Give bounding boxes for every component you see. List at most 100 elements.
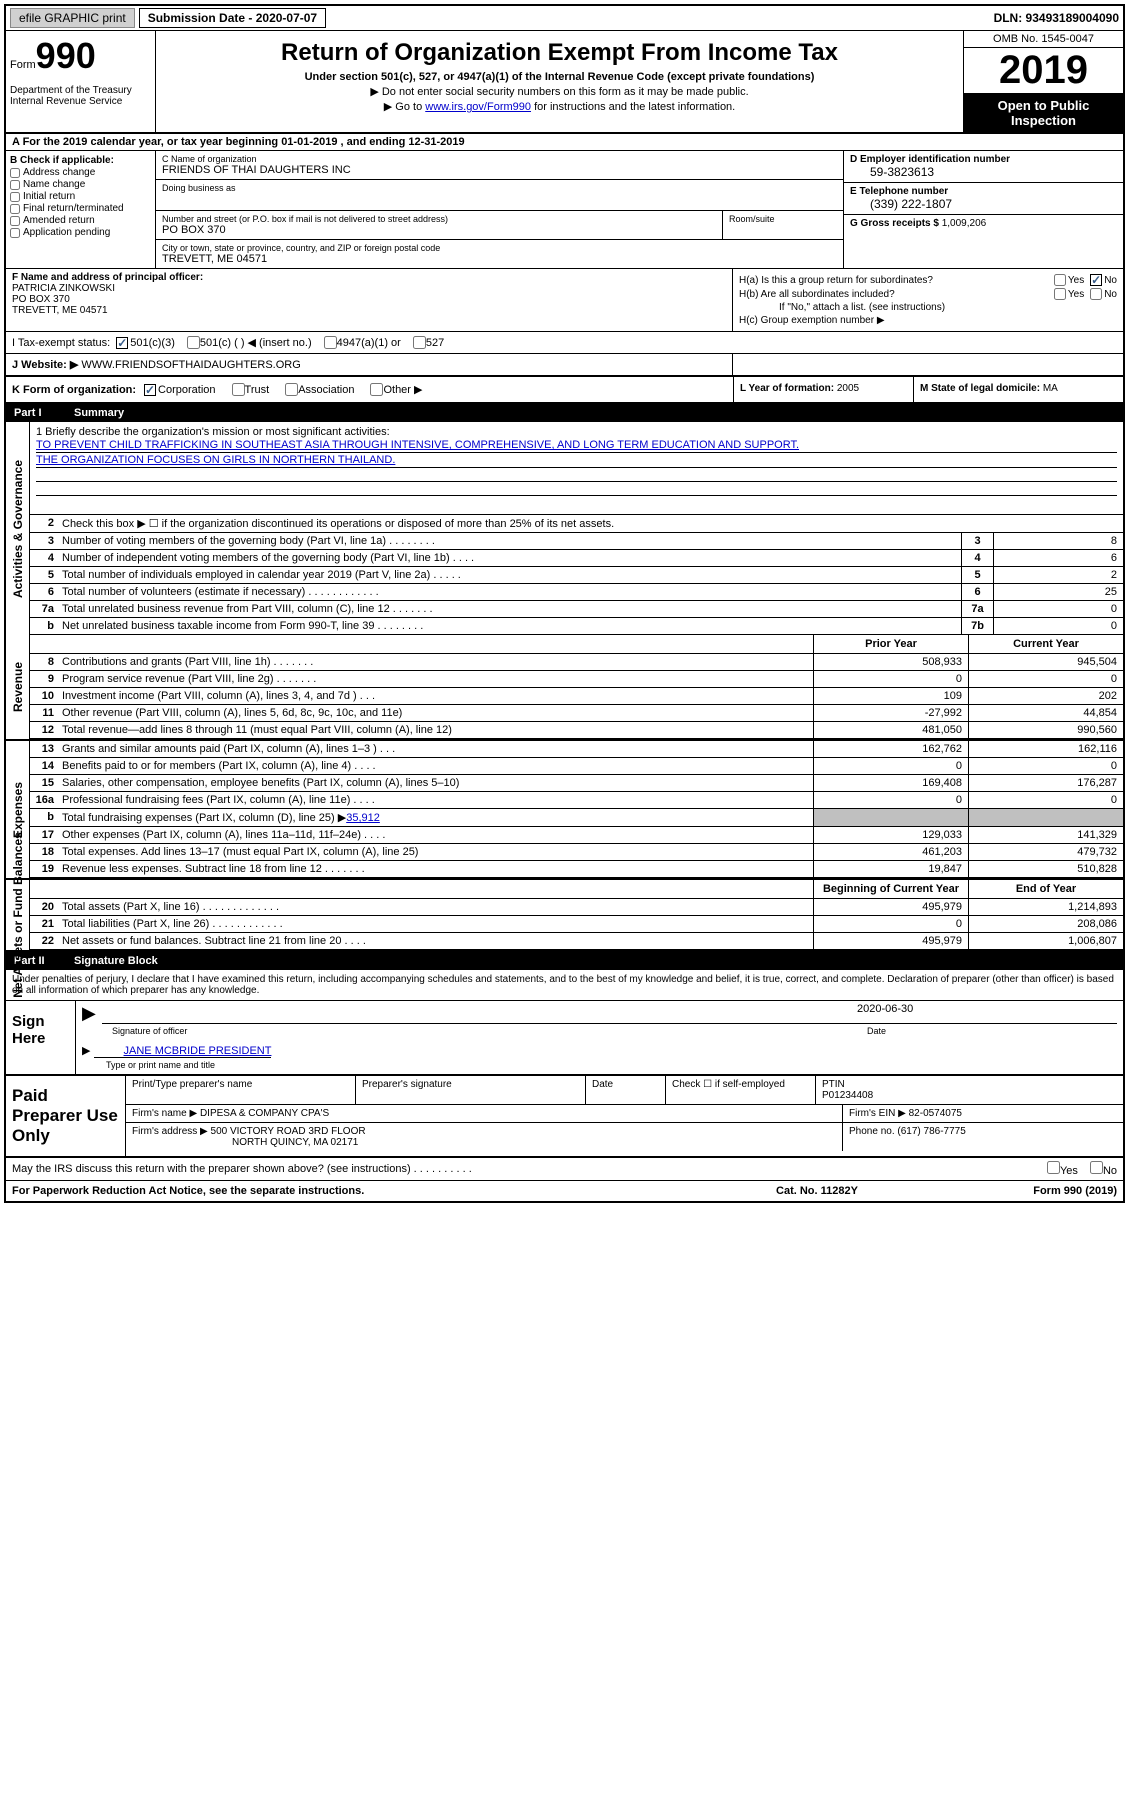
gov-row-7a: 7aTotal unrelated business revenue from …: [30, 601, 1123, 618]
net-assets-section: Net Assets or Fund Balances Beginning of…: [6, 880, 1123, 952]
paid-preparer-block: Paid Preparer Use Only Print/Type prepar…: [6, 1076, 1123, 1158]
part2-header: Part II Signature Block: [6, 952, 1123, 970]
form-header: Form990 Department of the Treasury Inter…: [6, 31, 1123, 134]
ha-line: H(a) Is this a group return for subordin…: [739, 274, 1117, 286]
end-year-header: End of Year: [968, 880, 1123, 898]
fin-row-13: 13Grants and similar amounts paid (Part …: [30, 741, 1123, 758]
hb-note: If "No," attach a list. (see instruction…: [739, 302, 1117, 313]
page-footer: For Paperwork Reduction Act Notice, see …: [6, 1181, 1123, 1201]
side-label-governance: Activities & Governance: [6, 422, 30, 635]
prep-self-employed[interactable]: Check ☐ if self-employed: [666, 1076, 816, 1104]
gov-row-5: 5Total number of individuals employed in…: [30, 567, 1123, 584]
chk-name-change[interactable]: Name change: [10, 179, 151, 190]
expenses-section: Expenses 13Grants and similar amounts pa…: [6, 741, 1123, 880]
mission-blank-1: [36, 468, 1117, 482]
officer-addr2: TREVETT, ME 04571: [12, 305, 726, 316]
hb-no[interactable]: No: [1090, 288, 1117, 300]
chk-trust[interactable]: Trust: [232, 383, 270, 396]
discuss-yes[interactable]: Yes: [1047, 1161, 1078, 1177]
hb-line: H(b) Are all subordinates included? Yes …: [739, 288, 1117, 300]
ha-yes[interactable]: Yes: [1054, 274, 1084, 286]
header-title-block: Return of Organization Exempt From Incom…: [156, 31, 963, 132]
prep-date-label: Date: [586, 1076, 666, 1104]
firm-ein-value: 82-0574075: [909, 1108, 962, 1119]
footer-cat-no: Cat. No. 11282Y: [717, 1185, 917, 1197]
firm-phone-value: (617) 786-7775: [897, 1126, 965, 1137]
sig-sub-label: Signature of officer: [82, 1026, 837, 1036]
chk-application-pending[interactable]: Application pending: [10, 227, 151, 238]
footer-form: Form 990 (2019): [917, 1185, 1117, 1197]
chk-amended-return[interactable]: Amended return: [10, 215, 151, 226]
header-right: OMB No. 1545-0047 2019 Open to Public In…: [963, 31, 1123, 132]
chk-address-change[interactable]: Address change: [10, 167, 151, 178]
mission-block: 1 Briefly describe the organization's mi…: [30, 422, 1123, 515]
irs-link[interactable]: www.irs.gov/Form990: [425, 101, 531, 113]
prep-row-3: Firm's address ▶ 500 VICTORY ROAD 3RD FL…: [126, 1123, 1123, 1151]
officer-name: PATRICIA ZINKOWSKI: [12, 283, 726, 294]
form-990-container: efile GRAPHIC print Submission Date - 20…: [4, 4, 1125, 1203]
state-domicile: M State of legal domicile: MA: [913, 377, 1123, 402]
chk-initial-return[interactable]: Initial return: [10, 191, 151, 202]
section-fh: F Name and address of principal officer:…: [6, 269, 1123, 332]
dln-number: DLN: 93493189004090: [994, 11, 1119, 25]
gross-receipts-cell: G Gross receipts $ 1,009,206: [844, 215, 1123, 232]
submission-date: Submission Date - 2020-07-07: [139, 8, 326, 28]
row-j-website: J Website: ▶ WWW.FRIENDSOFTHAIDAUGHTERS.…: [6, 354, 1123, 377]
prep-row-2: Firm's name ▶ DIPESA & COMPANY CPA'S Fir…: [126, 1105, 1123, 1123]
chk-501c[interactable]: 501(c) ( ) ◀ (insert no.): [187, 336, 312, 349]
chk-association[interactable]: Association: [285, 383, 354, 396]
fin-header: Prior Year Current Year: [30, 635, 1123, 654]
gross-receipts-value: 1,009,206: [942, 218, 987, 229]
ein-value: 59-3823613: [850, 165, 1117, 179]
column-c-org-info: C Name of organization FRIENDS OF THAI D…: [156, 151, 843, 268]
chk-527[interactable]: 527: [413, 336, 444, 349]
officer-name-line: ▶ JANE MCBRIDE PRESIDENT: [76, 1042, 1123, 1060]
fin-row-19: 19Revenue less expenses. Subtract line 1…: [30, 861, 1123, 878]
firm-name-cell: Firm's name ▶ DIPESA & COMPANY CPA'S: [126, 1105, 843, 1122]
officer-addr1: PO BOX 370: [12, 294, 726, 305]
dba-cell: Doing business as: [156, 180, 843, 211]
paid-preparer-label: Paid Preparer Use Only: [6, 1076, 126, 1156]
prep-row-1: Print/Type preparer's name Preparer's si…: [126, 1076, 1123, 1105]
fin-row-9: 9Program service revenue (Part VIII, lin…: [30, 671, 1123, 688]
chk-4947[interactable]: 4947(a)(1) or: [324, 336, 401, 349]
chk-final-return[interactable]: Final return/terminated: [10, 203, 151, 214]
fin-row-11: 11Other revenue (Part VIII, column (A), …: [30, 705, 1123, 722]
instruction-line-2: ▶ Go to www.irs.gov/Form990 for instruct…: [164, 100, 955, 113]
firm-address-cell: Firm's address ▶ 500 VICTORY ROAD 3RD FL…: [126, 1123, 843, 1151]
fin-row-8: 8Contributions and grants (Part VIII, li…: [30, 654, 1123, 671]
begin-year-header: Beginning of Current Year: [813, 880, 968, 898]
form-of-org: K Form of organization: ✓Corporation Tru…: [6, 377, 733, 402]
city-cell: City or town, state or province, country…: [156, 240, 843, 268]
mission-line-1: TO PREVENT CHILD TRAFFICKING IN SOUTHEAS…: [36, 438, 1117, 453]
signature-line: ▶ 2020-06-30: [76, 1001, 1123, 1026]
street-address: Number and street (or P.O. box if mail i…: [156, 211, 723, 239]
address-row: Number and street (or P.O. box if mail i…: [156, 211, 843, 240]
fin-row-18: 18Total expenses. Add lines 13–17 (must …: [30, 844, 1123, 861]
open-inspection-badge: Open to Public Inspection: [964, 94, 1123, 132]
governance-section: Activities & Governance 1 Briefly descri…: [6, 422, 1123, 635]
form-number: 990: [36, 35, 96, 76]
side-label-revenue: Revenue: [6, 635, 30, 739]
chk-other[interactable]: Other ▶: [370, 383, 422, 396]
column-f-officer: F Name and address of principal officer:…: [6, 269, 733, 331]
section-bcd: B Check if applicable: Address change Na…: [6, 151, 1123, 269]
hb-yes[interactable]: Yes: [1054, 288, 1084, 300]
efile-print-button[interactable]: efile GRAPHIC print: [10, 8, 135, 28]
chk-501c3[interactable]: ✓501(c)(3): [116, 337, 175, 349]
discuss-no[interactable]: No: [1090, 1161, 1117, 1177]
j-right-spacer: [733, 354, 1123, 375]
officer-name-value: JANE MCBRIDE PRESIDENT: [94, 1045, 272, 1058]
ha-no[interactable]: ✓No: [1090, 274, 1117, 286]
firm-phone-cell: Phone no. (617) 786-7775: [843, 1123, 1123, 1151]
col-b-label: B Check if applicable:: [10, 155, 151, 166]
signature-field[interactable]: [102, 1003, 837, 1024]
prep-sig-label: Preparer's signature: [356, 1076, 586, 1104]
telephone-cell: E Telephone number (339) 222-1807: [844, 183, 1123, 215]
prep-name-label: Print/Type preparer's name: [126, 1076, 356, 1104]
ptin-cell: PTIN P01234408: [816, 1076, 1123, 1104]
gov-row-4: 4Number of independent voting members of…: [30, 550, 1123, 567]
gov-row-6: 6Total number of volunteers (estimate if…: [30, 584, 1123, 601]
mission-blank-3: [36, 496, 1117, 510]
chk-corporation[interactable]: ✓Corporation: [144, 384, 215, 396]
